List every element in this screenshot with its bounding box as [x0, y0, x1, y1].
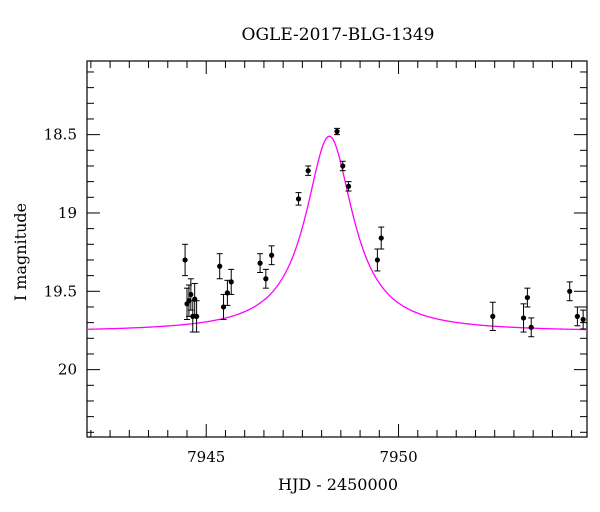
data-point	[574, 306, 581, 327]
data-point	[268, 245, 275, 266]
data-point	[216, 253, 223, 280]
data-point	[224, 279, 231, 306]
point-marker	[345, 183, 352, 189]
point-marker	[574, 313, 580, 319]
point-marker	[580, 316, 586, 323]
data-point	[520, 303, 527, 333]
data-point	[228, 268, 235, 295]
point-marker	[567, 288, 573, 294]
data-point	[524, 287, 531, 308]
point-marker	[524, 294, 530, 301]
point-marker	[374, 257, 380, 263]
y-axis-label: I magnitude	[11, 203, 30, 301]
y-tick-label: 20	[58, 361, 77, 379]
data-point	[528, 317, 535, 338]
data-point	[295, 192, 302, 206]
data-point	[184, 287, 190, 320]
point-marker	[263, 276, 269, 282]
point-marker	[340, 163, 346, 169]
data-point	[305, 165, 312, 176]
y-tick-label: 19	[58, 204, 77, 222]
point-marker	[188, 291, 194, 298]
y-tick-label: 19.5	[44, 282, 77, 300]
point-marker	[305, 168, 311, 174]
data-point	[339, 160, 346, 172]
data-point	[334, 127, 340, 136]
data-point	[257, 253, 264, 273]
data-point	[374, 248, 381, 272]
data-point	[191, 282, 198, 316]
point-marker	[194, 313, 200, 319]
data-point	[580, 309, 587, 330]
point-marker	[217, 263, 223, 269]
data-point	[262, 268, 269, 289]
point-marker	[295, 196, 302, 202]
x-tick-label: 7945	[187, 448, 225, 466]
data-point	[566, 281, 573, 302]
point-marker	[528, 324, 534, 330]
data-point	[193, 300, 200, 333]
point-marker	[490, 313, 496, 319]
point-marker	[182, 257, 188, 263]
point-marker	[269, 252, 275, 258]
point-marker	[186, 298, 192, 304]
point-marker	[228, 279, 234, 285]
data-point	[489, 301, 496, 331]
point-marker	[257, 260, 263, 266]
point-marker	[334, 128, 340, 135]
data-point	[345, 181, 352, 192]
x-tick-label: 7950	[379, 448, 417, 466]
y-tick-label: 18.5	[44, 126, 77, 144]
axis-ticks	[87, 61, 587, 437]
axis-tick-labels: 7945 7950 18.5 19 19.5 20	[44, 126, 418, 466]
data-points	[182, 127, 587, 338]
data-point	[378, 226, 385, 250]
model-curve	[86, 135, 588, 331]
data-point	[220, 293, 227, 320]
data-point	[182, 243, 189, 277]
x-axis-label: HJD - 2450000	[278, 475, 398, 494]
chart-title: OGLE-2017-BLG-1349	[242, 25, 435, 45]
plot-frame	[86, 60, 588, 438]
point-marker	[520, 315, 527, 321]
point-marker	[378, 235, 384, 241]
